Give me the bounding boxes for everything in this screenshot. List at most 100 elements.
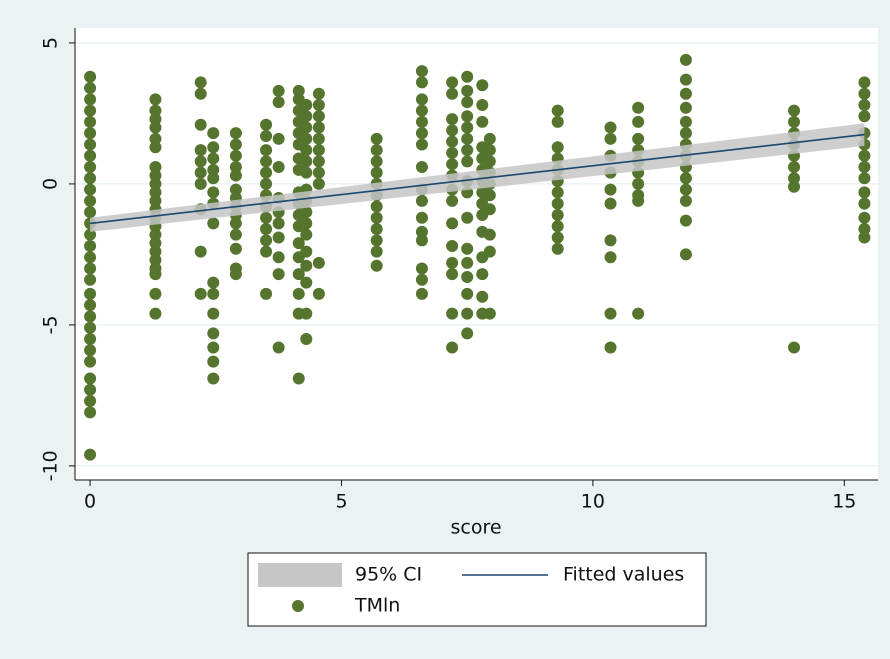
scatter-point (229, 183, 242, 196)
scatter-point (461, 287, 474, 300)
scatter-point (84, 228, 97, 241)
scatter-point (446, 113, 459, 126)
scatter-point (149, 228, 162, 241)
scatter-point (415, 211, 428, 224)
scatter-point (194, 177, 207, 190)
scatter-point (461, 144, 474, 157)
scatter-point (446, 217, 459, 230)
scatter-point (260, 223, 273, 236)
scatter-point (632, 194, 645, 207)
scatter-point (272, 132, 285, 145)
scatter-point (551, 197, 564, 210)
scatter-point (149, 268, 162, 281)
scatter-point (292, 372, 305, 385)
scatter-point (858, 161, 871, 174)
scatter-point (858, 211, 871, 224)
scatter-point (260, 177, 273, 190)
scatter-point (300, 307, 313, 320)
scatter-point (858, 172, 871, 185)
scatter-point (679, 87, 692, 100)
scatter-point (370, 166, 383, 179)
scatter-point (84, 161, 97, 174)
scatter-point (483, 144, 496, 157)
scatter-point (194, 76, 207, 89)
scatter-point (604, 183, 617, 196)
scatter-point (858, 149, 871, 162)
scatter-point (312, 287, 325, 300)
scatter-point (476, 115, 489, 128)
scatter-point (483, 228, 496, 241)
scatter-point (207, 186, 220, 199)
scatter-point (194, 118, 207, 131)
scatter-point (483, 189, 496, 202)
scatter-point (632, 177, 645, 190)
scatter-point (292, 268, 305, 281)
scatter-point (272, 96, 285, 109)
scatter-point (461, 110, 474, 123)
scatter-point (149, 93, 162, 106)
scatter-point (604, 132, 617, 145)
scatter-point (788, 115, 801, 128)
scatter-point (84, 321, 97, 334)
scatter-point (858, 76, 871, 89)
scatter-point (229, 138, 242, 151)
scatter-point (260, 129, 273, 142)
scatter-point (84, 183, 97, 196)
scatter-point (858, 197, 871, 210)
scatter-point (858, 223, 871, 236)
scatter-point (149, 132, 162, 145)
scatter-point (370, 223, 383, 236)
scatter-point (84, 82, 97, 95)
scatter-point (483, 203, 496, 216)
scatter-point (312, 87, 325, 100)
scatter-point (461, 242, 474, 255)
scatter-point (632, 115, 645, 128)
scatter-point (272, 84, 285, 97)
scatter-point (84, 333, 97, 346)
scatter-point (446, 341, 459, 354)
scatter-point (551, 141, 564, 154)
scatter-point (300, 259, 313, 272)
scatter-point (149, 169, 162, 182)
scatter-point (149, 104, 162, 117)
scatter-point (207, 217, 220, 230)
scatter-point (461, 70, 474, 83)
scatter-point (300, 333, 313, 346)
x-tick-label: 5 (335, 491, 347, 513)
scatter-point (788, 161, 801, 174)
scatter-point (272, 217, 285, 230)
scatter-point (604, 234, 617, 247)
scatter-point (551, 231, 564, 244)
scatter-point (446, 158, 459, 171)
scatter-point (229, 127, 242, 140)
scatter-point (370, 234, 383, 247)
scatter-point (312, 177, 325, 190)
scatter-point (415, 194, 428, 207)
scatter-point (84, 104, 97, 117)
legend-swatch (258, 563, 342, 587)
scatter-point (84, 406, 97, 419)
scatter-point (194, 87, 207, 100)
scatter-point (461, 84, 474, 97)
scatter-point (788, 341, 801, 354)
scatter-point (194, 287, 207, 300)
scatter-point (84, 395, 97, 408)
scatter-point (858, 231, 871, 244)
scatter-point (370, 200, 383, 213)
scatter-point (84, 448, 97, 461)
scatter-point (84, 273, 97, 286)
scatter-point (272, 251, 285, 264)
scatter-point (461, 256, 474, 269)
scatter-point (300, 245, 313, 258)
scatter-point (260, 245, 273, 258)
scatter-point (551, 115, 564, 128)
plot-area (75, 28, 878, 480)
scatter-point (679, 101, 692, 114)
scatter-point (149, 237, 162, 250)
fitted-line (89, 133, 865, 225)
scatter-point (292, 287, 305, 300)
scatter-point (446, 194, 459, 207)
scatter-point (149, 177, 162, 190)
scatter-point (149, 254, 162, 267)
